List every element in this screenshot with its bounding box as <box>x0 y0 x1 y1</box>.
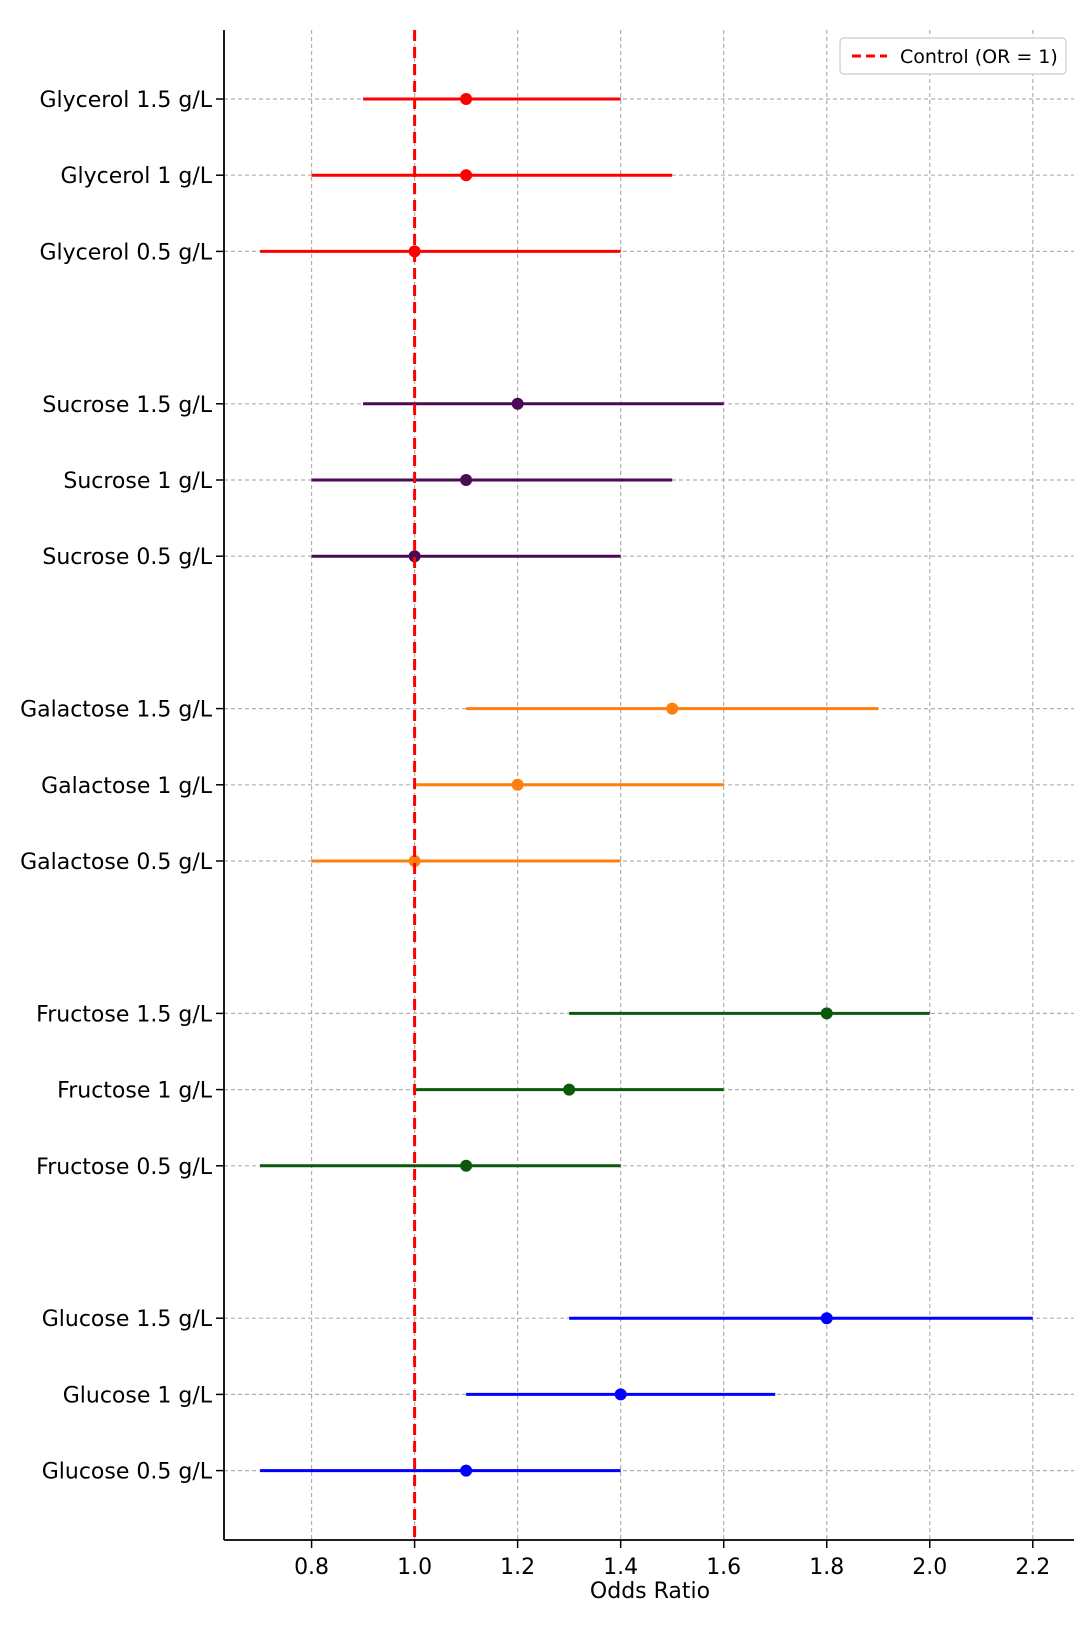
x-tick-label: 2.2 <box>1015 1555 1050 1580</box>
y-tick-label: Sucrose 1 g/L <box>63 469 212 494</box>
y-tick-label: Glycerol 1.5 g/L <box>39 88 212 113</box>
odds-ratio-point <box>460 93 473 105</box>
odds-ratio-point <box>460 474 473 486</box>
y-tick-label: Glucose 0.5 g/L <box>42 1460 213 1485</box>
legend: Control (OR = 1) <box>839 37 1067 75</box>
y-tick-label: Sucrose 0.5 g/L <box>42 545 212 570</box>
x-tick-label: 1.6 <box>706 1555 741 1580</box>
legend-label: Control (OR = 1) <box>900 46 1058 68</box>
y-tick-label: Galactose 1 g/L <box>41 774 213 799</box>
x-axis-title: Odds Ratio <box>590 1579 710 1604</box>
x-tick-label: 1.0 <box>397 1555 432 1580</box>
x-tick-label: 1.8 <box>809 1555 844 1580</box>
y-tick-label: Glucose 1.5 g/L <box>42 1307 213 1332</box>
data-layer <box>260 30 1033 1540</box>
odds-ratio-point <box>666 702 679 715</box>
odds-ratio-point <box>460 1159 473 1172</box>
x-tick-label: 1.2 <box>500 1555 535 1580</box>
y-tick-label: Galactose 1.5 g/L <box>20 698 213 723</box>
x-tick-label: 2.0 <box>912 1555 947 1580</box>
y-tick-label: Galactose 0.5 g/L <box>20 850 213 875</box>
axis-layer <box>216 30 1074 1548</box>
y-tick-label: Glucose 1 g/L <box>63 1383 213 1408</box>
odds-ratio-point <box>460 169 473 182</box>
y-tick-label: Glycerol 0.5 g/L <box>39 240 212 265</box>
y-tick-label: Glycerol 1 g/L <box>60 164 212 189</box>
y-tick-label: Sucrose 1.5 g/L <box>42 393 212 418</box>
y-tick-label: Fructose 0.5 g/L <box>36 1155 213 1180</box>
odds-ratio-point <box>820 1007 833 1020</box>
x-tick-label: 1.4 <box>603 1555 638 1580</box>
odds-ratio-point <box>460 1464 473 1477</box>
odds-ratio-point <box>563 1083 576 1096</box>
y-tick-label: Fructose 1.5 g/L <box>36 1002 213 1027</box>
odds-ratio-point <box>511 397 524 410</box>
odds-ratio-point <box>614 1388 627 1401</box>
y-tick-label: Fructose 1 g/L <box>57 1079 213 1104</box>
odds-ratio-point <box>820 1312 833 1325</box>
odds-ratio-point <box>511 778 524 791</box>
legend-box <box>839 37 1067 75</box>
odds-ratio-point <box>408 855 421 867</box>
label-layer: 0.8 1.0 1.2 1.4 1.6 1.8 2.0 2.2 Glycerol 1.5 g/L… <box>20 88 1050 1580</box>
odds-ratio-point <box>408 550 421 563</box>
x-tick-label: 0.8 <box>294 1555 329 1580</box>
